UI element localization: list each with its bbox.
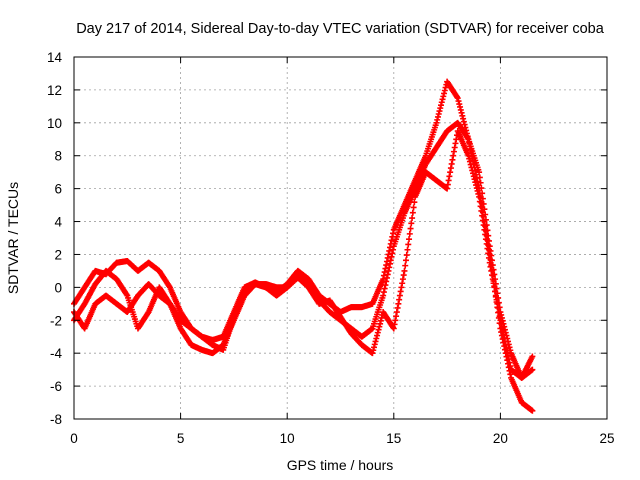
data-point <box>409 209 416 216</box>
x-tick-label: 20 <box>493 431 508 446</box>
x-tick-label: 10 <box>280 431 295 446</box>
y-tick-label: -2 <box>50 313 62 328</box>
series-track-2 <box>71 78 536 414</box>
x-tick-label: 25 <box>599 431 614 446</box>
y-tick-label: 0 <box>54 280 62 295</box>
data-point <box>402 262 409 269</box>
y-tick-label: 6 <box>54 182 62 197</box>
chart-title: Day 217 of 2014, Sidereal Day-to-day VTE… <box>76 21 605 37</box>
data-point <box>529 407 536 414</box>
data-point <box>407 225 414 232</box>
y-tick-label: -4 <box>50 346 62 361</box>
y-tick-label: 10 <box>47 116 62 131</box>
x-axis-label: GPS time / hours <box>287 457 394 473</box>
data-point <box>529 366 536 373</box>
series-track-1 <box>71 119 536 381</box>
y-tick-label: 4 <box>54 215 62 230</box>
data-point <box>409 215 416 222</box>
data-point <box>410 204 417 211</box>
y-tick-label: 2 <box>54 247 62 262</box>
y-tick-label: -6 <box>50 379 62 394</box>
y-axis-label: SDTVAR / TECUs <box>5 182 21 294</box>
y-tick-label: 12 <box>47 83 62 98</box>
data-point <box>406 230 413 237</box>
y-tick-label: -8 <box>50 412 62 427</box>
y-tick-label: 14 <box>47 50 63 65</box>
x-tick-label: 0 <box>70 431 78 446</box>
data-point <box>402 257 409 264</box>
x-tick-label: 5 <box>177 431 185 446</box>
data-point <box>529 353 536 360</box>
data-point <box>476 169 483 176</box>
data-point <box>406 236 413 243</box>
data-point <box>411 199 418 206</box>
series-track-3 <box>71 128 536 381</box>
data-point <box>404 246 411 253</box>
axis-ticks: 0 5 10 15 20 25 -8 -6 -4 -2 0 2 4 6 8 10 12 14 <box>47 50 615 446</box>
data-point <box>403 252 410 259</box>
plot-frame <box>73 56 608 420</box>
data-points <box>71 78 536 414</box>
x-tick-label: 15 <box>386 431 401 446</box>
y-tick-label: 8 <box>54 149 62 164</box>
data-point <box>405 241 412 248</box>
data-point <box>408 220 415 227</box>
data-point <box>401 267 408 274</box>
